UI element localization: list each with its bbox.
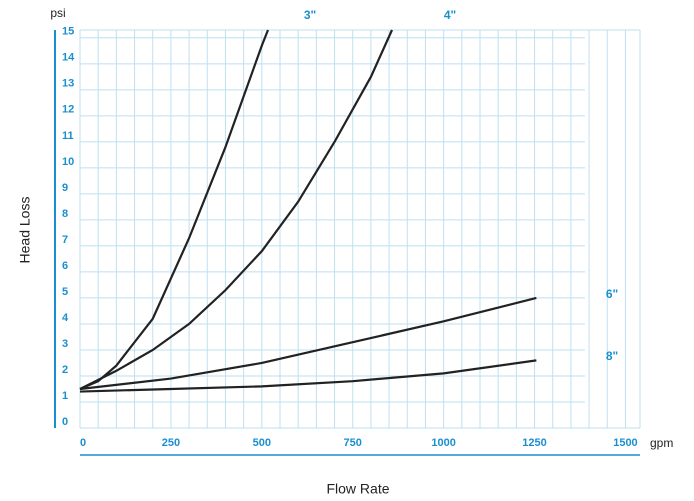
x-tick-label: 750 [344, 437, 362, 449]
y-tick-label: 4 [62, 312, 69, 324]
y-tick-label: 14 [62, 52, 75, 64]
y-tick-label: 5 [62, 286, 68, 298]
series-label: 3" [304, 8, 316, 22]
y-tick-label: 10 [62, 156, 74, 168]
x-tick-label: 0 [80, 437, 86, 449]
y-tick-label: 7 [62, 234, 68, 246]
y-tick-label: 8 [62, 208, 68, 220]
y-tick-label: 6 [62, 260, 68, 272]
series-line [79, 296, 537, 391]
y-tick-label: 15 [62, 26, 74, 38]
y-tick-label: 13 [62, 78, 74, 90]
series-line [79, 29, 394, 390]
x-tick-label: 1250 [522, 437, 546, 449]
x-tick-label: 500 [253, 437, 271, 449]
x-unit: gpm [650, 436, 673, 450]
series-label: 8" [606, 349, 618, 363]
y-tick-label: 9 [62, 182, 68, 194]
x-tick-label: 250 [162, 437, 180, 449]
y-tick-label: 1 [62, 390, 68, 402]
series-label: 6" [606, 287, 618, 301]
y-unit: psi [50, 6, 65, 20]
y-tick-label: 3 [62, 338, 68, 350]
x-tick-label: 1000 [431, 437, 455, 449]
y-axis-title: Head Loss [17, 197, 33, 264]
series-label: 4" [444, 8, 456, 22]
x-tick-label: 1500 [613, 437, 637, 449]
series-line [79, 359, 537, 393]
y-tick-label: 2 [62, 364, 68, 376]
y-tick-label: 12 [62, 104, 74, 116]
y-tick-label: 0 [62, 416, 68, 428]
x-axis-title: Flow Rate [326, 481, 389, 497]
y-tick-label: 11 [62, 130, 74, 142]
